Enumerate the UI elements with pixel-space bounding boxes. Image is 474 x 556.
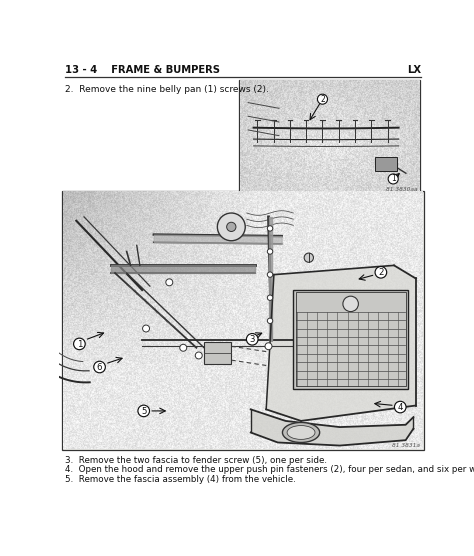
- Text: 4: 4: [398, 403, 403, 412]
- Text: 2: 2: [378, 268, 383, 277]
- Text: 2.  Remove the nine belly pan (1) screws (2).: 2. Remove the nine belly pan (1) screws …: [64, 85, 269, 94]
- Circle shape: [246, 334, 258, 345]
- Circle shape: [267, 226, 273, 231]
- Circle shape: [267, 295, 273, 300]
- Text: 5: 5: [141, 407, 146, 416]
- Bar: [204, 342, 231, 364]
- Text: 1: 1: [77, 340, 82, 349]
- Text: 13 - 4    FRAME & BUMPERS: 13 - 4 FRAME & BUMPERS: [64, 65, 219, 75]
- Circle shape: [267, 272, 273, 277]
- Text: 81 3831a: 81 3831a: [392, 443, 420, 448]
- Circle shape: [166, 279, 173, 286]
- Polygon shape: [266, 265, 416, 421]
- Circle shape: [304, 253, 313, 262]
- Text: 3: 3: [249, 335, 255, 344]
- Ellipse shape: [283, 423, 319, 443]
- Bar: [293, 290, 408, 389]
- Polygon shape: [251, 409, 413, 445]
- Circle shape: [343, 296, 358, 311]
- Text: 3.  Remove the two fascia to fender screw (5), one per side.: 3. Remove the two fascia to fender screw…: [64, 455, 327, 465]
- Circle shape: [73, 338, 85, 350]
- Bar: [63, 191, 423, 450]
- Text: 6: 6: [97, 363, 102, 372]
- Text: 5.  Remove the fascia assembly (4) from the vehicle.: 5. Remove the fascia assembly (4) from t…: [64, 475, 295, 484]
- Text: 4.  Open the hood and remove the upper push pin fasteners (2), four per sedan, a: 4. Open the hood and remove the upper pu…: [64, 465, 474, 474]
- Bar: [296, 292, 406, 386]
- Circle shape: [195, 352, 202, 359]
- Circle shape: [267, 249, 273, 254]
- Circle shape: [94, 361, 105, 373]
- Circle shape: [388, 174, 398, 184]
- Text: 81 3830aa: 81 3830aa: [386, 187, 418, 192]
- Circle shape: [318, 94, 328, 104]
- Circle shape: [227, 222, 236, 231]
- Text: 1: 1: [391, 175, 396, 183]
- Circle shape: [394, 401, 406, 413]
- Ellipse shape: [287, 425, 315, 439]
- Circle shape: [375, 266, 387, 278]
- Circle shape: [138, 405, 149, 416]
- Text: 2: 2: [320, 95, 325, 103]
- Text: LX: LX: [407, 65, 421, 75]
- Circle shape: [143, 325, 149, 332]
- Circle shape: [267, 318, 273, 324]
- Circle shape: [180, 344, 187, 351]
- Circle shape: [218, 213, 245, 241]
- Circle shape: [265, 342, 272, 350]
- Bar: [375, 157, 397, 171]
- Bar: [239, 80, 420, 194]
